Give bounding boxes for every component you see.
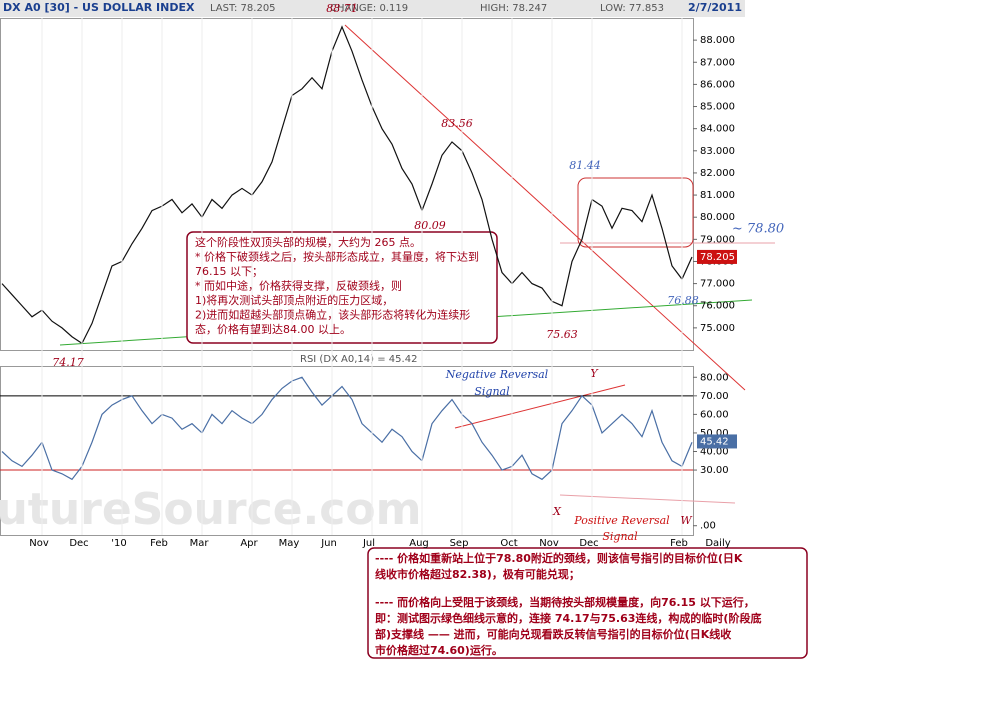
x-tick-label: Jun: [320, 538, 337, 549]
x-tick-label: Feb: [670, 538, 688, 549]
last-value-label: 45.42: [700, 436, 729, 447]
top-box: [577, 177, 694, 248]
x-tick-label: Aug: [409, 538, 429, 549]
x-tick-label: May: [279, 538, 300, 549]
chart-title: DX A0 [30] - US DOLLAR INDEX: [3, 1, 195, 14]
period: Daily: [705, 538, 730, 549]
x-tick-label: Nov: [29, 538, 49, 549]
y-tick-label: 76.000: [700, 301, 735, 312]
annotation: 80.09: [414, 219, 446, 232]
y-tick-label: 80.00: [700, 372, 729, 383]
change: CHANGE: 0.119: [330, 3, 408, 14]
note-line: ---- 而价格向上受阻于该颈线，当期待按头部规模量度，向76.15 以下运行，: [375, 595, 755, 609]
x-tick-label: Nov: [539, 538, 559, 549]
y-tick-label: 82.000: [700, 168, 735, 179]
price-panel: [0, 18, 694, 351]
high: HIGH: 78.247: [480, 3, 547, 14]
x-tick-label: Dec: [579, 538, 598, 549]
y-tick-label: 88.000: [700, 35, 735, 46]
annotation: Y: [590, 367, 599, 380]
rsi-support-line: [559, 494, 736, 504]
y-tick-label: 84.000: [700, 124, 735, 135]
data-line: [1, 25, 693, 345]
x-tick-label: Sep: [450, 538, 469, 549]
y-tick-label: 30.00: [700, 465, 729, 476]
annotation: Positive Reversal: [573, 514, 670, 527]
note-box: [367, 547, 808, 659]
note-line: 态，价格有望到达84.00 以上。: [195, 322, 351, 336]
annotation: Negative Reversal: [445, 368, 549, 381]
annotation: X: [552, 505, 562, 518]
annotation: 88.71: [326, 2, 358, 15]
x-tick-label: Dec: [69, 538, 88, 549]
annotation: 83.56: [441, 117, 473, 130]
last-value-box: [697, 434, 737, 449]
x-tick-label: Jul: [362, 538, 375, 549]
y-tick-label: 85.000: [700, 102, 735, 113]
annotation: 75.63: [546, 328, 578, 341]
rsi-trend-line: [454, 384, 626, 429]
x-tick-label: Apr: [240, 538, 258, 549]
annotation: W: [680, 514, 693, 527]
note-line: * 价格下破颈线之后，按头部形态成立，其量度，将下达到: [195, 250, 479, 264]
y-tick-label: 81.000: [700, 190, 735, 201]
annotation: 76.88: [667, 294, 699, 307]
low: LOW: 77.853: [600, 3, 664, 14]
date: 2/7/2011: [688, 1, 742, 14]
note-line: 线收市价格超过82.38)，极有可能兑现；: [375, 567, 580, 581]
note-line: 这个阶段性双顶头部的规模，大约为 265 点。: [195, 235, 421, 249]
data-line: [1, 376, 693, 481]
note-line: * 而如中途，价格获得支撑，反破颈线，则: [195, 279, 402, 293]
note-line: 市价格超过74.60)运行。: [375, 643, 503, 657]
x-tick-label: Oct: [500, 538, 517, 549]
note-line: 76.15 以下；: [195, 265, 263, 278]
y-tick-label: 86.000: [700, 79, 735, 90]
annotation: Signal: [602, 530, 638, 543]
last-value-box: [697, 249, 737, 264]
y-tick-label: 50.00: [700, 428, 729, 439]
last-value-label: 78.205: [700, 252, 735, 263]
y-tick-label: 79.000: [700, 234, 735, 245]
x-tick-label: Feb: [150, 538, 168, 549]
annotation: 74.17: [52, 356, 84, 369]
note-box: [186, 231, 498, 344]
y-tick-label: 70.00: [700, 391, 729, 402]
note-line: ---- 价格如重新站上位于78.80附近的颈线，则该信号指引的目标价位(日K: [375, 551, 743, 565]
annotation: 81.44: [569, 159, 601, 172]
note-line: 即：测试图示绿色细线示意的，连接 74.17与75.63连线，构成的临时(阶段底: [375, 611, 761, 625]
y-tick-label: 87.000: [700, 57, 735, 68]
y-tick-label: 40.00: [700, 447, 729, 458]
y-tick-label: 77.000: [700, 279, 735, 290]
y-tick-label: 80.000: [700, 212, 735, 223]
annotation: Signal: [474, 385, 510, 398]
note-line: 2)进而如超越头部顶点确立，该头部形态将转化为连续形: [195, 308, 470, 322]
y-tick-label: 60.00: [700, 409, 729, 420]
header-bar: [0, 0, 745, 17]
last-price: LAST: 78.205: [210, 3, 276, 14]
y-tick-label: 75.000: [700, 323, 735, 334]
annotation: ~ 78.80: [732, 222, 784, 237]
rsi-title: RSI (DX A0,14) = 45.42: [300, 354, 417, 365]
x-tick-label: Mar: [190, 538, 210, 549]
y-tick-label: .00: [700, 521, 716, 532]
y-tick-label: 83.000: [700, 146, 735, 157]
watermark: FutureSource.com: [0, 484, 421, 535]
downtrend-line: [344, 24, 746, 391]
note-line: 部)支撑线 —— 进而，可能向兑现看跌反转信号指引的目标价位(日K线收: [375, 627, 731, 641]
note-line: 1)将再次测试头部顶点附近的压力区域，: [195, 293, 393, 307]
x-tick-label: '10: [111, 538, 126, 549]
